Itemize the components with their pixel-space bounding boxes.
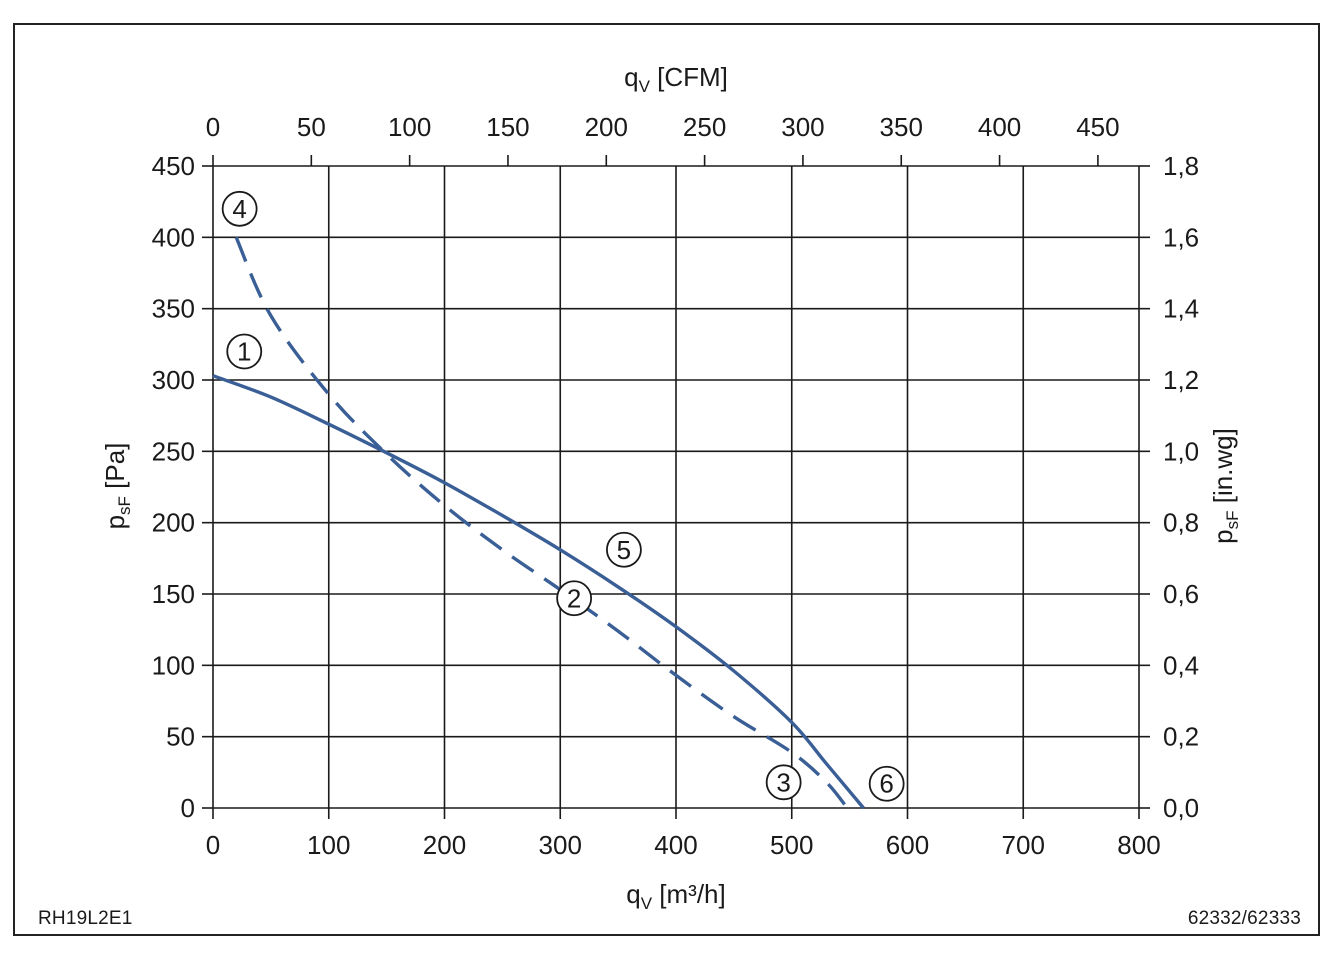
chart-code-left: RH19L2E1 [38, 908, 133, 929]
y-left-tick-label: 300 [152, 365, 195, 395]
annotation-marker-3: 3 [765, 764, 802, 801]
y-left-tick-label: 350 [152, 294, 195, 324]
y-right-tick-label: 1,0 [1163, 436, 1199, 466]
annotation-label: 1 [237, 336, 251, 366]
annotation-marker-1: 1 [226, 333, 263, 370]
annotation-label: 3 [776, 767, 790, 797]
y-left-tick-label: 0 [181, 793, 195, 823]
chart-code-right: 62332/62333 [1187, 908, 1301, 929]
annotation-circle [226, 333, 263, 370]
x-top-tick-label: 200 [585, 112, 628, 142]
y-right-tick-label: 1,4 [1163, 294, 1199, 324]
y-left-tick-label: 450 [152, 151, 195, 181]
annotation-circle [606, 531, 642, 568]
annotation-label: 5 [617, 535, 631, 565]
x-top-axis-title: qV [CFM] [624, 62, 728, 96]
x-bottom-axis-title: qV [m³/h] [626, 879, 725, 913]
x-bottom-tick-label: 0 [206, 830, 220, 860]
y-left-tick-label: 50 [166, 722, 195, 752]
y-right-tick-label: 0,8 [1163, 508, 1199, 538]
chart-frame [13, 23, 1320, 936]
x-bottom-tick-label: 600 [886, 830, 929, 860]
x-top-tick-label: 150 [486, 112, 529, 142]
x-top-tick-label: 250 [683, 112, 726, 142]
annotation-circle [868, 765, 905, 802]
annotations: 1 2 3 4 5 6 [221, 190, 905, 802]
x-top-tick-label: 350 [880, 112, 923, 142]
x-top-tick-label: 0 [206, 112, 220, 142]
y-left-axis-title: psF [Pa] [100, 443, 134, 530]
x-bottom-tick-label: 300 [539, 830, 582, 860]
y-right-tick-label: 0,6 [1163, 579, 1199, 609]
grid [212, 165, 1140, 809]
x-top-tick-label: 300 [781, 112, 824, 142]
series-line-solid [212, 374, 865, 810]
annotation-marker-2: 2 [556, 580, 593, 617]
annotation-label: 4 [232, 194, 246, 224]
series-line-dashed [234, 236, 849, 810]
annotation-circle [765, 764, 802, 801]
y-left-tick-label: 100 [152, 650, 195, 680]
y-right-axis-title: psF [in.wg] [1208, 428, 1242, 544]
annotation-label: 2 [567, 583, 581, 613]
x-top-tick-label: 50 [297, 112, 326, 142]
x-top-tick-label: 450 [1076, 112, 1119, 142]
x-bottom-tick-label: 800 [1117, 830, 1160, 860]
y-right-tick-label: 1,8 [1163, 151, 1199, 181]
y-left-tick-label: 150 [152, 579, 195, 609]
x-bottom-tick-label: 500 [770, 830, 813, 860]
y-right-tick-label: 0,2 [1163, 722, 1199, 752]
y-right-tick-label: 1,6 [1163, 222, 1199, 252]
x-top-tick-label: 400 [978, 112, 1021, 142]
annotation-label: 6 [879, 769, 893, 799]
annotation-circle [221, 190, 258, 227]
y-right-tick-label: 1,2 [1163, 365, 1199, 395]
x-bottom-tick-label: 400 [654, 830, 697, 860]
y-right-tick-label: 0,0 [1163, 793, 1199, 823]
x-bottom-tick-label: 100 [307, 830, 350, 860]
x-bottom-tick-label: 700 [1002, 830, 1045, 860]
y-left-tick-label: 250 [152, 436, 195, 466]
annotation-circle [556, 580, 593, 617]
x-top-tick-label: 100 [388, 112, 431, 142]
series [212, 236, 865, 810]
x-bottom-tick-label: 200 [423, 830, 466, 860]
y-left-tick-label: 400 [152, 222, 195, 252]
annotation-marker-4: 4 [221, 190, 258, 227]
y-right-tick-label: 0,4 [1163, 650, 1199, 680]
annotation-marker-6: 6 [868, 765, 905, 802]
y-left-tick-label: 200 [152, 508, 195, 538]
annotation-marker-5: 5 [606, 531, 642, 568]
